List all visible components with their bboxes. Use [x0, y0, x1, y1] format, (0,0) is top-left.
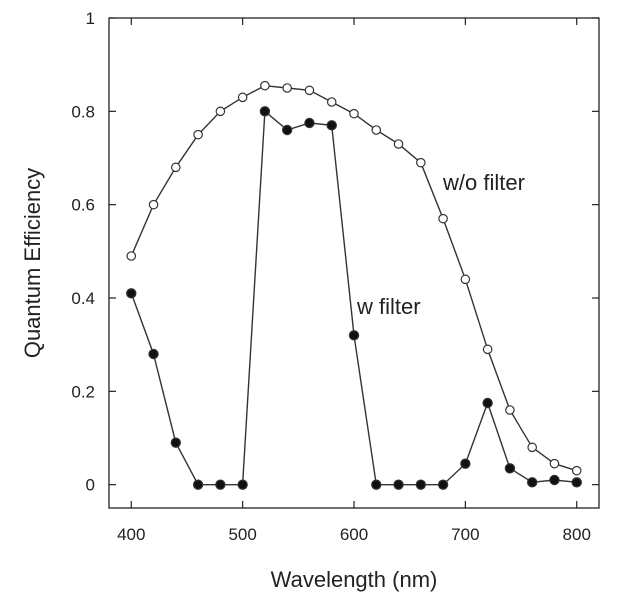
y-axis-title: Quantum Efficiency: [20, 168, 45, 358]
data-point-w-o-filter: [171, 162, 181, 173]
y-tick-label: 0.6: [71, 196, 95, 215]
data-point-w-filter: [237, 479, 248, 490]
data-point-w-filter: [326, 120, 337, 131]
data-point-w-o-filter: [505, 405, 515, 415]
data-point-w-filter: [192, 479, 204, 490]
series-label-wo-filter: w/o filter: [442, 170, 525, 195]
data-point-w-o-filter: [282, 83, 292, 93]
data-point-w-o-filter: [349, 108, 359, 119]
data-point-w-o-filter: [326, 97, 337, 107]
x-tick-label: 800: [563, 525, 591, 544]
series-layer: [126, 80, 582, 490]
data-point-w-o-filter: [126, 251, 137, 261]
series-w-o-filter: [126, 80, 582, 476]
y-tick-label: 0: [86, 476, 95, 495]
data-point-w-o-filter: [393, 139, 404, 149]
data-point-w-filter: [148, 348, 159, 360]
data-point-w-o-filter: [260, 80, 270, 91]
data-point-w-o-filter: [371, 125, 382, 135]
data-point-w-o-filter: [193, 129, 203, 140]
data-point-w-filter: [526, 477, 538, 488]
data-point-w-filter: [549, 474, 560, 486]
y-tick-label: 0.8: [71, 102, 95, 121]
data-point-w-filter: [571, 477, 582, 488]
series-w-filter: [126, 106, 582, 490]
data-point-w-o-filter: [237, 92, 248, 103]
data-point-w-o-filter: [148, 199, 159, 210]
data-point-w-o-filter: [416, 157, 426, 168]
series-label-w-filter: w filter: [356, 294, 421, 319]
series-line-w-filter: [130, 109, 577, 486]
data-point-w-filter: [281, 124, 293, 136]
plot-frame: [108, 17, 600, 509]
y-tick-label: 0.2: [71, 382, 95, 401]
data-point-w-o-filter: [460, 274, 471, 285]
data-point-w-filter: [415, 479, 427, 490]
x-tick-label: 700: [451, 525, 479, 544]
data-point-w-filter: [215, 479, 226, 490]
data-point-w-o-filter: [527, 442, 537, 453]
x-tick-label: 500: [228, 525, 256, 544]
data-point-w-filter: [393, 479, 404, 490]
data-point-w-filter: [504, 463, 516, 474]
x-axis-title: Wavelength (nm): [271, 567, 438, 592]
x-tick-label: 400: [117, 525, 145, 544]
data-point-w-o-filter: [571, 465, 582, 476]
data-point-w-filter: [371, 479, 382, 490]
data-point-w-filter: [482, 397, 493, 409]
data-point-w-filter: [437, 479, 449, 490]
y-tick-label: 1: [86, 9, 95, 28]
x-axis-ticks: 400 500 600 700 800: [117, 18, 591, 544]
data-point-w-o-filter: [482, 344, 493, 355]
data-point-w-filter: [304, 117, 315, 129]
data-point-w-o-filter: [438, 213, 448, 224]
y-tick-label: 0.4: [71, 289, 95, 308]
data-point-w-filter: [460, 458, 471, 469]
data-point-w-o-filter: [304, 85, 315, 96]
data-point-w-filter: [348, 330, 360, 341]
data-point-w-o-filter: [549, 458, 560, 469]
data-point-w-filter: [259, 106, 271, 117]
y-axis-ticks: 0 0.2 0.4 0.6 0.8 1: [71, 9, 599, 495]
data-point-w-o-filter: [215, 106, 226, 117]
data-point-w-filter: [170, 437, 182, 448]
data-point-w-filter: [126, 288, 137, 299]
x-tick-label: 600: [340, 525, 368, 544]
